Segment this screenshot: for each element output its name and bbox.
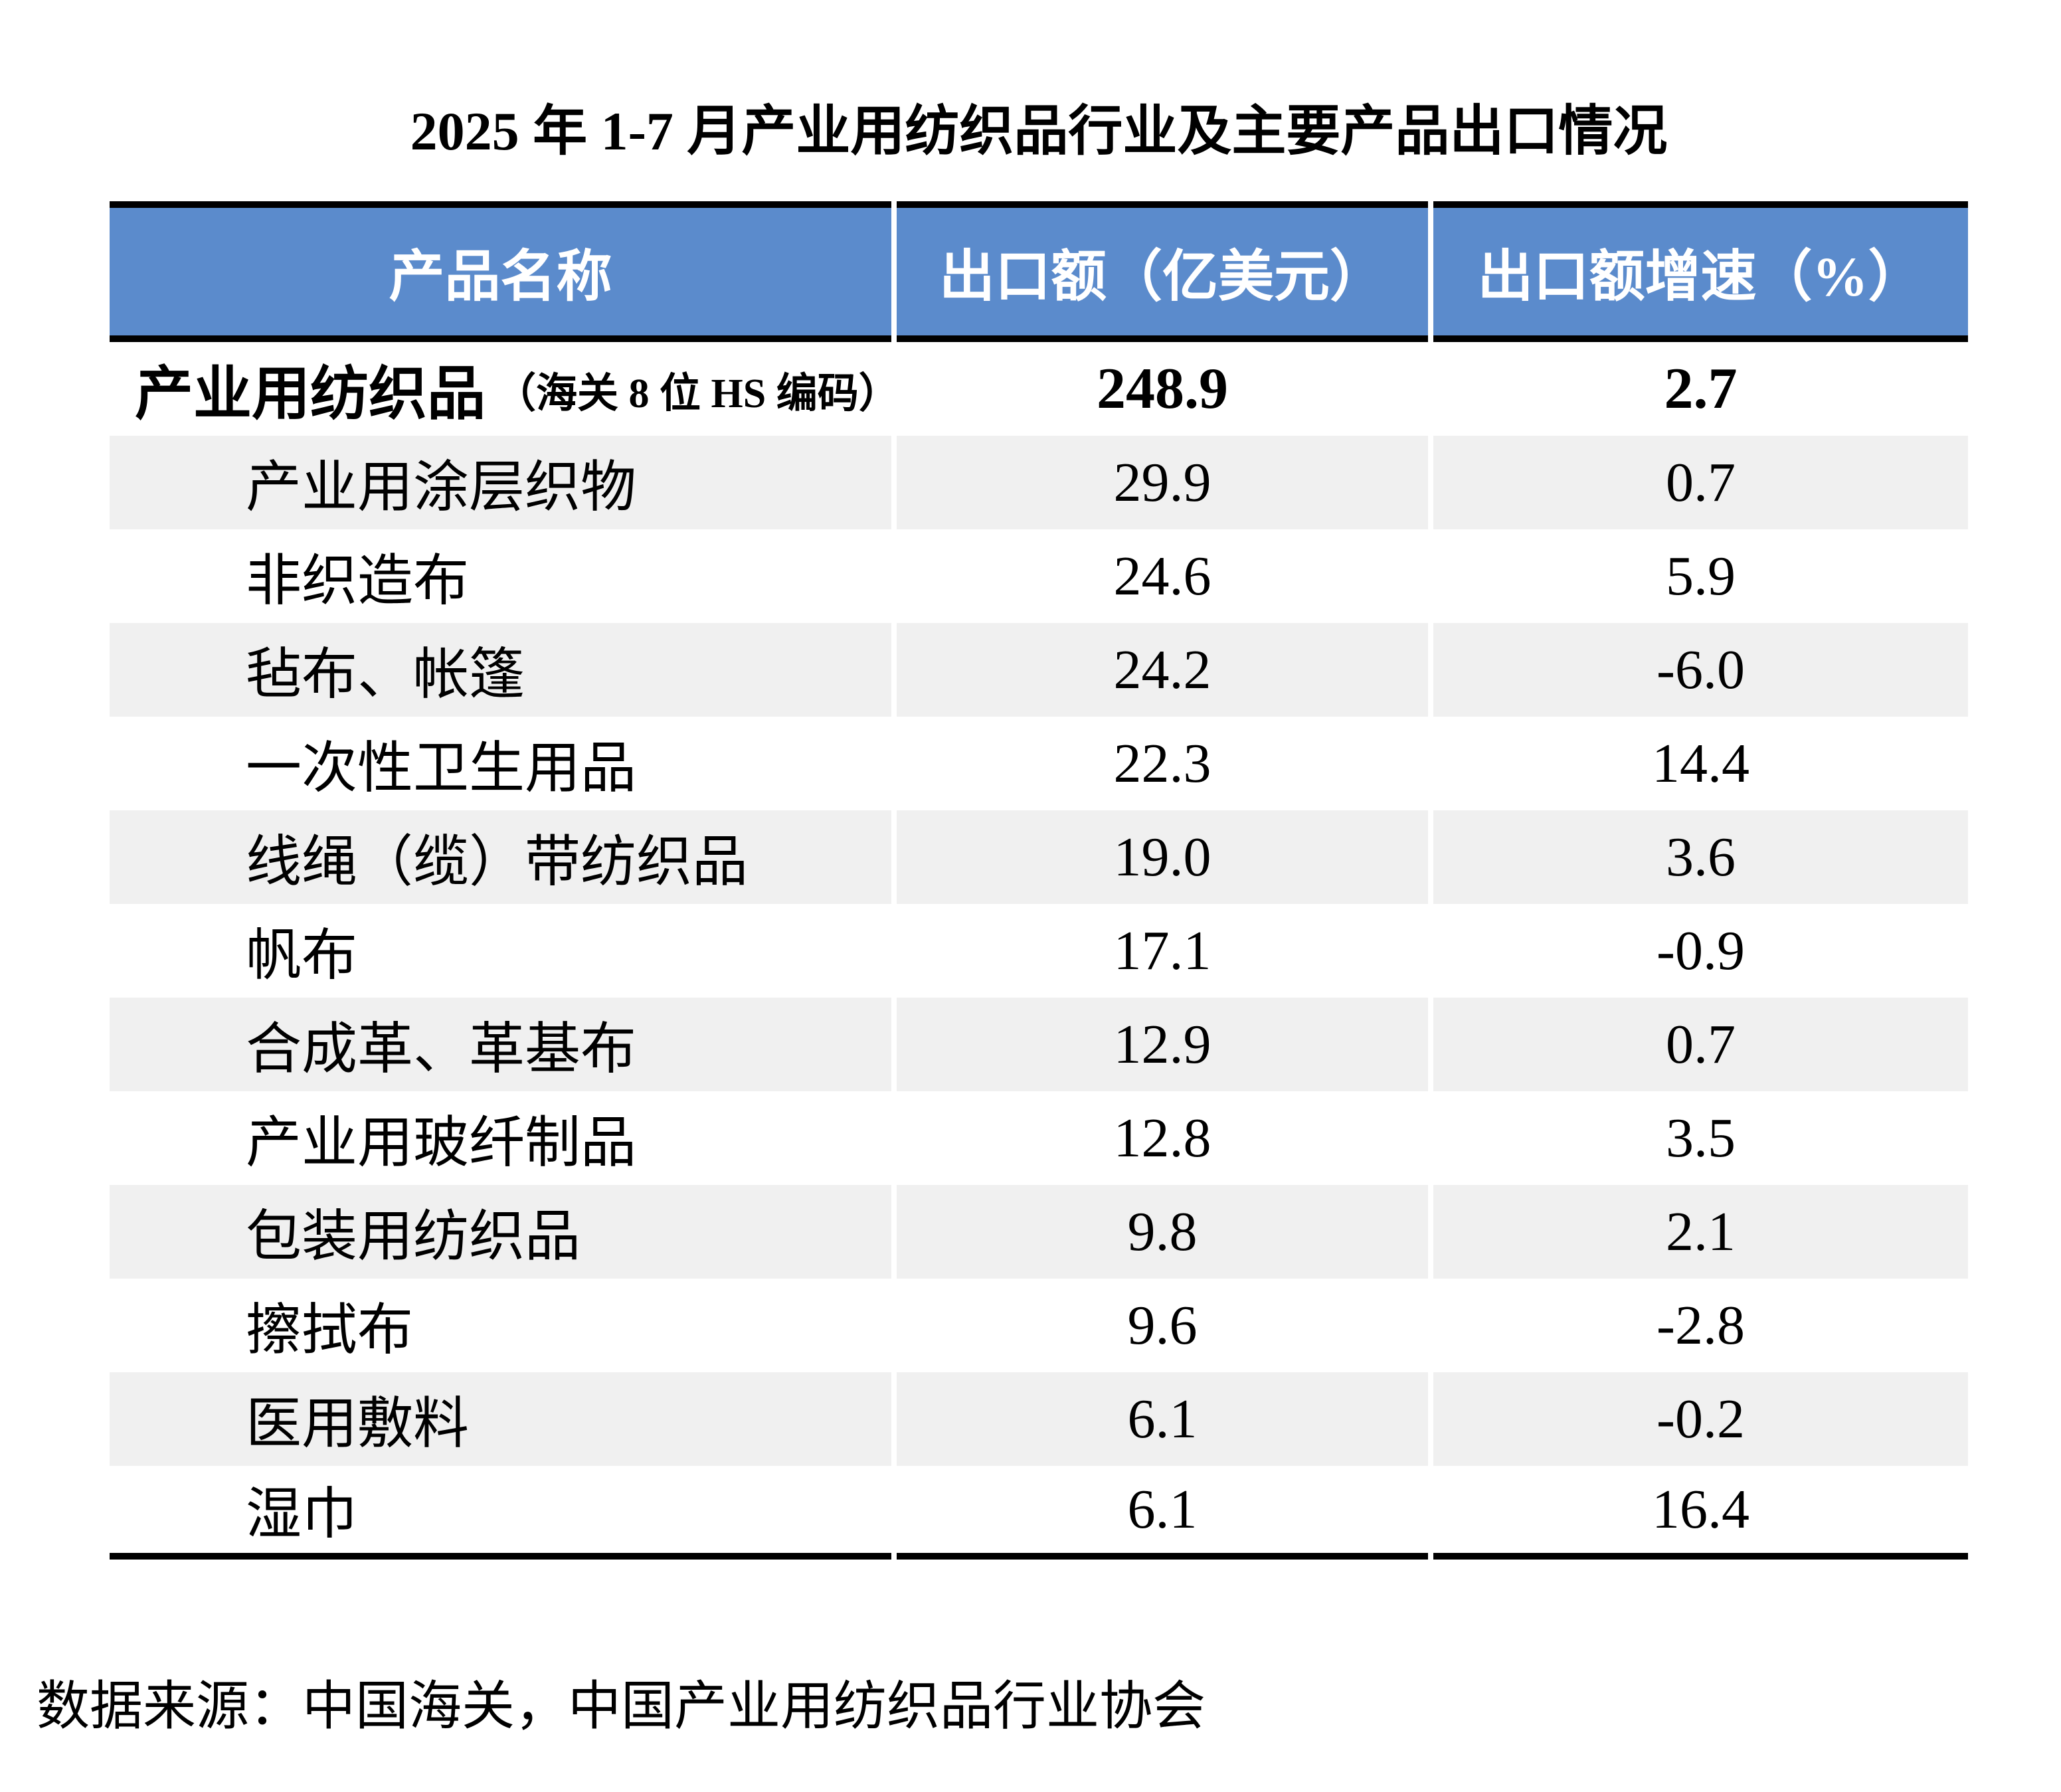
product-name-cell: 毡布、帐篷: [110, 623, 891, 717]
export-value-cell: 24.6: [897, 529, 1428, 623]
product-name-cell: 合成革、革基布: [110, 998, 891, 1091]
growth-rate-cell: 0.7: [1433, 998, 1968, 1091]
product-name-cell: 包装用纺织品: [110, 1185, 891, 1279]
growth-rate-cell: 14.4: [1433, 717, 1968, 810]
growth-rate-cell: 16.4: [1433, 1466, 1968, 1560]
product-name-cell: 产业用玻纤制品: [110, 1091, 891, 1185]
product-name-cell: 帆布: [110, 904, 891, 998]
growth-rate-cell: 3.5: [1433, 1091, 1968, 1185]
product-name: 产业用涂层织物: [246, 457, 637, 519]
growth-rate-cell: 2.1: [1433, 1185, 1968, 1279]
product-name-cell: 擦拭布: [110, 1279, 891, 1372]
product-name: 擦拭布: [246, 1300, 414, 1362]
product-name-cell: 医用敷料: [110, 1372, 891, 1466]
product-name: 非织造布: [246, 551, 470, 612]
growth-rate-cell: 3.6: [1433, 810, 1968, 904]
export-value-cell: 6.1: [897, 1372, 1428, 1466]
column-header-product-name: 产品名称: [110, 201, 891, 342]
product-name-cell: 产业用涂层织物: [110, 436, 891, 529]
growth-rate-cell: 2.7: [1433, 342, 1968, 436]
product-name-cell: 湿巾: [110, 1466, 891, 1560]
export-value-cell: 9.8: [897, 1185, 1428, 1279]
growth-rate-cell: 0.7: [1433, 436, 1968, 529]
export-value-cell: 12.9: [897, 998, 1428, 1091]
export-value-cell: 29.9: [897, 436, 1428, 529]
column-header-export-value: 出口额（亿美元）: [897, 201, 1428, 342]
export-value-cell: 248.9: [897, 342, 1428, 436]
growth-rate-cell: -6.0: [1433, 623, 1968, 717]
growth-rate-cell: 5.9: [1433, 529, 1968, 623]
export-value-cell: 12.8: [897, 1091, 1428, 1185]
product-name: 湿巾: [246, 1484, 358, 1546]
product-name: 一次性卫生用品: [246, 738, 637, 800]
export-value-cell: 24.2: [897, 623, 1428, 717]
product-name-cell: 一次性卫生用品: [110, 717, 891, 810]
product-name: 产业用玻纤制品: [246, 1113, 637, 1174]
page-title: 2025 年 1-7 月产业用纺织品行业及主要产品出口情况: [410, 101, 1668, 161]
column-header-growth-rate: 出口额增速（%）: [1433, 201, 1968, 342]
product-name: 合成革、革基布: [246, 1019, 637, 1081]
export-value-cell: 22.3: [897, 717, 1428, 810]
growth-rate-cell: -2.8: [1433, 1279, 1968, 1372]
export-value-cell: 6.1: [897, 1466, 1428, 1560]
product-name: 产业用纺织品: [135, 363, 486, 427]
export-table: 产品名称 出口额（亿美元） 出口额增速（%） 产业用纺织品 （海关 8 位 HS…: [110, 201, 1968, 1560]
product-name: 毡布、帐篷: [246, 644, 525, 706]
product-name-cell: 产业用纺织品 （海关 8 位 HS 编码）: [110, 342, 900, 436]
product-name: 医用敷料: [246, 1393, 470, 1455]
product-name: 线绳（缆）带纺织品: [246, 832, 749, 893]
product-name-cell: 线绳（缆）带纺织品: [110, 810, 891, 904]
data-source-note: 数据来源：中国海关，中国产业用纺织品行业协会: [37, 1678, 1206, 1736]
product-name-cell: 非织造布: [110, 529, 891, 623]
export-value-cell: 9.6: [897, 1279, 1428, 1372]
product-name: 包装用纺织品: [246, 1206, 581, 1268]
growth-rate-cell: -0.2: [1433, 1372, 1968, 1466]
product-name-note: （海关 8 位 HS 编码）: [495, 371, 900, 416]
export-value-cell: 19.0: [897, 810, 1428, 904]
product-name: 帆布: [246, 925, 358, 987]
growth-rate-cell: -0.9: [1433, 904, 1968, 998]
export-value-cell: 17.1: [897, 904, 1428, 998]
